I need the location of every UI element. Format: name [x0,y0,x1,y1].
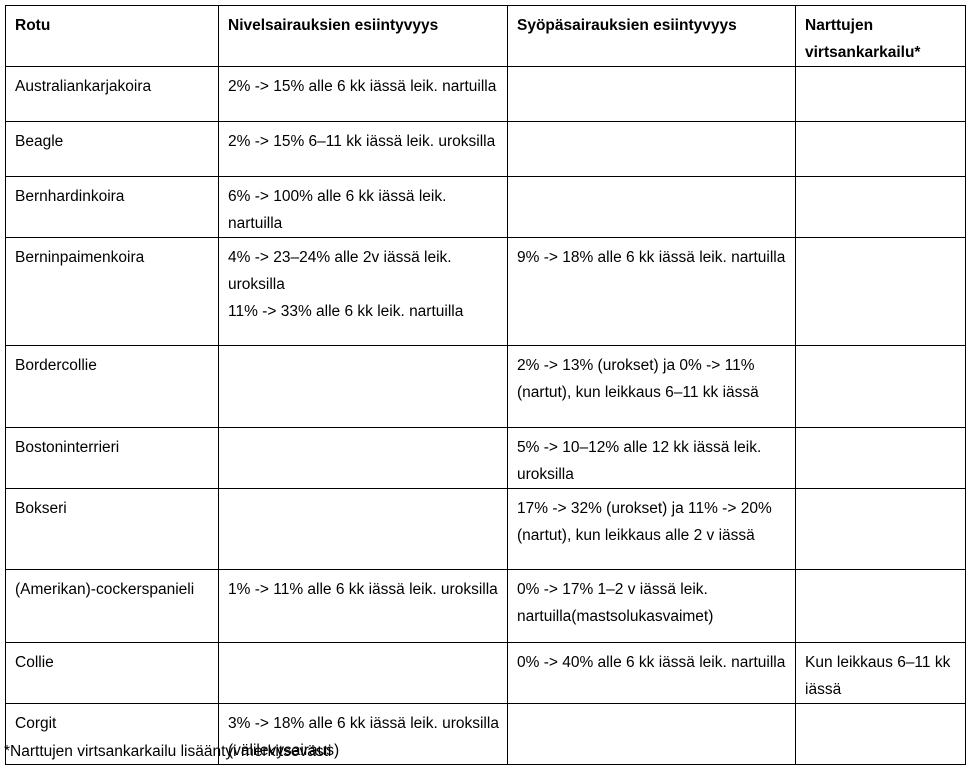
empty-cell [795,345,966,428]
table-cell: Corgit [5,703,219,765]
empty-cell [218,345,508,428]
table-row: Corgit 3% -> 18% alle 6 kk iässä leik. ur… [5,703,966,765]
table-cell: 2% -> 15% alle 6 kk iässä leik. nartuill… [218,66,508,122]
empty-cell [795,703,966,765]
empty-cell [795,66,966,122]
table-row: Bokseri 17% -> 32% (urokset) ja 11% -> 20… [5,488,966,570]
empty-cell [795,237,966,346]
table-row: Bostoninterrieri 5% -> 10–12% alle 12 kk … [5,427,966,489]
table-cell: 4% -> 23–24% alle 2v iässä leik. uroksil… [218,237,508,346]
table-row: Beagle 2% -> 15% 6–11 kk iässä leik. urok… [5,121,966,177]
empty-cell [507,121,796,177]
header-cell: Narttujen virtsankarkailu* [795,5,966,67]
table-row: Australiankarjakoira 2% -> 15% alle 6 kk … [5,66,966,122]
table-cell: (Amerikan)-cockerspanieli [5,569,219,643]
table-row: Bordercollie 2% -> 13% (urokset) ja 0% ->… [5,345,966,428]
table-row: Bernhardinkoira 6% -> 100% alle 6 kk iäss… [5,176,966,238]
empty-cell [507,176,796,238]
table-cell: 5% -> 10–12% alle 12 kk iässä leik. urok… [507,427,796,489]
data-table: Rotu Nivelsairauksien esiintyvyys Syöpäsai… [5,5,966,765]
table-cell: 6% -> 100% alle 6 kk iässä leik. nartuil… [218,176,508,238]
table-cell: Bernhardinkoira [5,176,219,238]
table-cell: 2% -> 13% (urokset) ja 0% -> 11% (nartut… [507,345,796,428]
table-cell: Collie [5,642,219,704]
empty-cell [795,488,966,570]
header-cell: Rotu [5,5,219,67]
empty-cell [795,569,966,643]
empty-cell [218,427,508,489]
table-cell: 2% -> 15% 6–11 kk iässä leik. uroksilla [218,121,508,177]
table-cell: Kun leikkaus 6–11 kk iässä [795,642,966,704]
table-row: (Amerikan)-cockerspanieli 1% -> 11% alle … [5,569,966,643]
table-cell: 9% -> 18% alle 6 kk iässä leik. nartuill… [507,237,796,346]
table-cell: Bordercollie [5,345,219,428]
table-cell: 0% -> 40% alle 6 kk iässä leik. nartuill… [507,642,796,704]
empty-cell [507,703,796,765]
table-cell: 17% -> 32% (urokset) ja 11% -> 20% (nart… [507,488,796,570]
empty-cell [795,427,966,489]
table-cell: Beagle [5,121,219,177]
table-cell: Bostoninterrieri [5,427,219,489]
table-cell: Berninpaimenkoira [5,237,219,346]
header-row: Rotu Nivelsairauksien esiintyvyys Syöpäsai… [5,5,966,67]
table-cell: Bokseri [5,488,219,570]
empty-cell [507,66,796,122]
table-cell: 3% -> 18% alle 6 kk iässä leik. uroksill… [218,703,508,765]
header-cell: Syöpäsairauksien esiintyvyys [507,5,796,67]
cell-paragraph: 4% -> 23–24% alle 2v iässä leik. uroksil… [228,249,452,293]
cell-paragraph: 11% -> 33% alle 6 kk leik. nartuilla [228,303,464,320]
empty-cell [218,642,508,704]
footnote: *Narttujen virtsankarkailu lisääntyi mer… [4,743,332,760]
header-cell: Nivelsairauksien esiintyvyys [218,5,508,67]
empty-cell [795,176,966,238]
table-cell: Australiankarjakoira [5,66,219,122]
table-row: Collie 0% -> 40% alle 6 kk iässä leik. na… [5,642,966,704]
table-cell: 0% -> 17% 1–2 v iässä leik. nartuilla(ma… [507,569,796,643]
empty-cell [218,488,508,570]
empty-cell [795,121,966,177]
table-row: Berninpaimenkoira 4% -> 23–24% alle 2v iä… [5,237,966,346]
table-cell: 1% -> 11% alle 6 kk iässä leik. uroksill… [218,569,508,643]
table-body: Australiankarjakoira 2% -> 15% alle 6 kk … [5,66,966,765]
